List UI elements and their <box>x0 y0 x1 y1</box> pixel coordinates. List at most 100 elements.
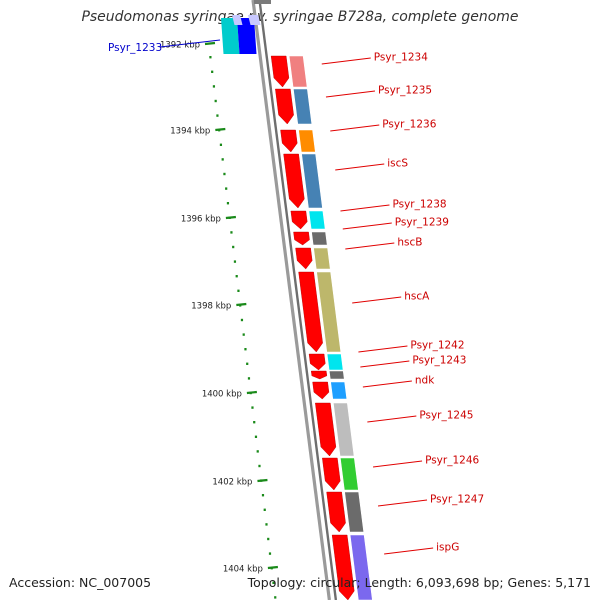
ruler-tick <box>246 390 257 395</box>
ruler-dot <box>242 333 245 336</box>
cog-block <box>301 153 323 209</box>
gene-label-connector <box>373 460 423 468</box>
genome-stats-text: Topology: circular; Length: 6,093,698 bp… <box>247 575 591 590</box>
ruler-dot <box>214 99 217 103</box>
cds-arrow <box>283 153 305 209</box>
gene-label-connector <box>367 415 417 423</box>
ruler-tick <box>225 215 236 220</box>
gene-label[interactable]: Psyr_1246 <box>425 455 479 467</box>
gene-label-connector <box>377 499 428 507</box>
ruler-dot <box>221 158 224 161</box>
gene-label-connector <box>360 360 410 368</box>
ruler-tick-label: 1400 kbp <box>202 390 242 400</box>
gene-label[interactable]: Psyr_1238 <box>392 199 446 211</box>
ruler-tick <box>257 478 268 483</box>
ruler-tick-label: 1404 kbp <box>223 565 263 575</box>
cog-block <box>332 402 355 457</box>
ruler-dot <box>225 187 228 190</box>
gene-label-connector <box>384 547 434 555</box>
gene-label[interactable]: Psyr_1234 <box>374 52 428 64</box>
ruler-dot <box>235 275 238 278</box>
ruler-dot <box>274 596 277 599</box>
ruler-dot <box>233 260 237 263</box>
gene-label-connector <box>330 124 380 132</box>
ruler-dot <box>230 231 233 234</box>
upstream-features <box>221 15 261 54</box>
ruler-tick <box>204 41 216 46</box>
gene-label[interactable]: ndk <box>415 375 435 387</box>
cog-block <box>330 381 348 400</box>
gene-label-connector <box>340 204 390 212</box>
gene-label[interactable]: Psyr_1239 <box>395 217 449 229</box>
cds-arrow <box>295 247 313 270</box>
ruler-dot <box>232 245 235 249</box>
accession-text: Accession: NC_007005 <box>9 575 152 590</box>
ruler-dot <box>223 172 226 176</box>
gene-label[interactable]: Psyr_1242 <box>410 340 464 352</box>
cds-arrow <box>298 271 323 353</box>
gene-label-connector <box>362 380 412 388</box>
gene-label[interactable]: Psyr_1235 <box>378 85 432 97</box>
ruler-dot <box>211 70 214 73</box>
ruler-dot <box>253 421 256 424</box>
ruler-dot <box>254 435 258 438</box>
cds-arrow <box>270 55 290 88</box>
ruler-tick <box>267 565 278 570</box>
ruler-tick-label: 1402 kbp <box>212 478 252 488</box>
cog-block <box>326 353 344 371</box>
ruler-dot <box>261 494 265 497</box>
ruler-dot <box>212 85 216 88</box>
ruler-dot <box>247 377 251 380</box>
gene-label-connector <box>358 345 408 353</box>
gene-label[interactable]: ispG <box>436 542 459 554</box>
gene-label-connector <box>325 90 376 98</box>
gene-label[interactable]: hscB <box>397 237 422 249</box>
ruler-dot <box>240 318 244 322</box>
cds-arrow <box>290 210 308 230</box>
gene-label[interactable]: Psyr_1247 <box>430 494 484 506</box>
backbone-line <box>258 0 338 600</box>
cog-block <box>292 88 313 125</box>
ruler-dot <box>216 114 219 117</box>
gene-label-connector <box>335 163 385 171</box>
cds-arrow <box>280 129 298 153</box>
gene-label[interactable]: iscS <box>387 158 408 170</box>
gene-label[interactable]: Psyr_1233 <box>108 42 162 54</box>
ruler-tick-label: 1398 kbp <box>191 302 231 312</box>
ruler-dot <box>265 523 268 526</box>
cog-block <box>328 370 345 380</box>
cog-block <box>344 491 365 533</box>
cds-arrow <box>315 402 337 457</box>
gene-label[interactable]: Psyr_1243 <box>412 355 466 367</box>
upstream-feature-block <box>221 18 240 54</box>
cog-block <box>311 231 328 246</box>
ruler-dot <box>272 581 275 584</box>
cds-arrow <box>275 88 294 125</box>
gene-label-connector <box>321 57 371 65</box>
gene-label-connector <box>345 242 395 250</box>
gene-labels: Psyr_1234 Psyr_1235 Psyr_1236 iscS Psyr_1238… <box>108 39 484 555</box>
gene-label[interactable]: Psyr_1245 <box>419 410 473 422</box>
backbone-line <box>251 0 331 600</box>
upstream-feature-block <box>232 15 243 25</box>
cog-block <box>298 129 316 153</box>
map-title: Pseudomonas syringae pv. syringae B728a,… <box>81 9 519 25</box>
ruler-dot <box>268 552 272 555</box>
ruler: 1392 kbp 1394 kbp 1396 kbp 1398 kbp 1400 kbp… <box>160 41 278 599</box>
ruler-tick <box>215 127 226 132</box>
cog-block <box>339 457 359 491</box>
ruler-dot <box>226 202 230 205</box>
cds-arrow <box>310 370 328 380</box>
backbone <box>251 0 338 600</box>
ruler-dot <box>256 450 259 453</box>
gene-label-connector <box>159 39 221 48</box>
cog-track <box>288 55 373 600</box>
cog-block <box>349 534 373 600</box>
gene-label[interactable]: Psyr_1236 <box>382 119 436 131</box>
gene-label[interactable]: hscA <box>404 291 430 303</box>
backbone-top-feature <box>253 0 271 4</box>
ruler-dot <box>219 143 223 146</box>
gene-label-connector <box>352 296 402 304</box>
cds-arrow <box>293 231 310 246</box>
